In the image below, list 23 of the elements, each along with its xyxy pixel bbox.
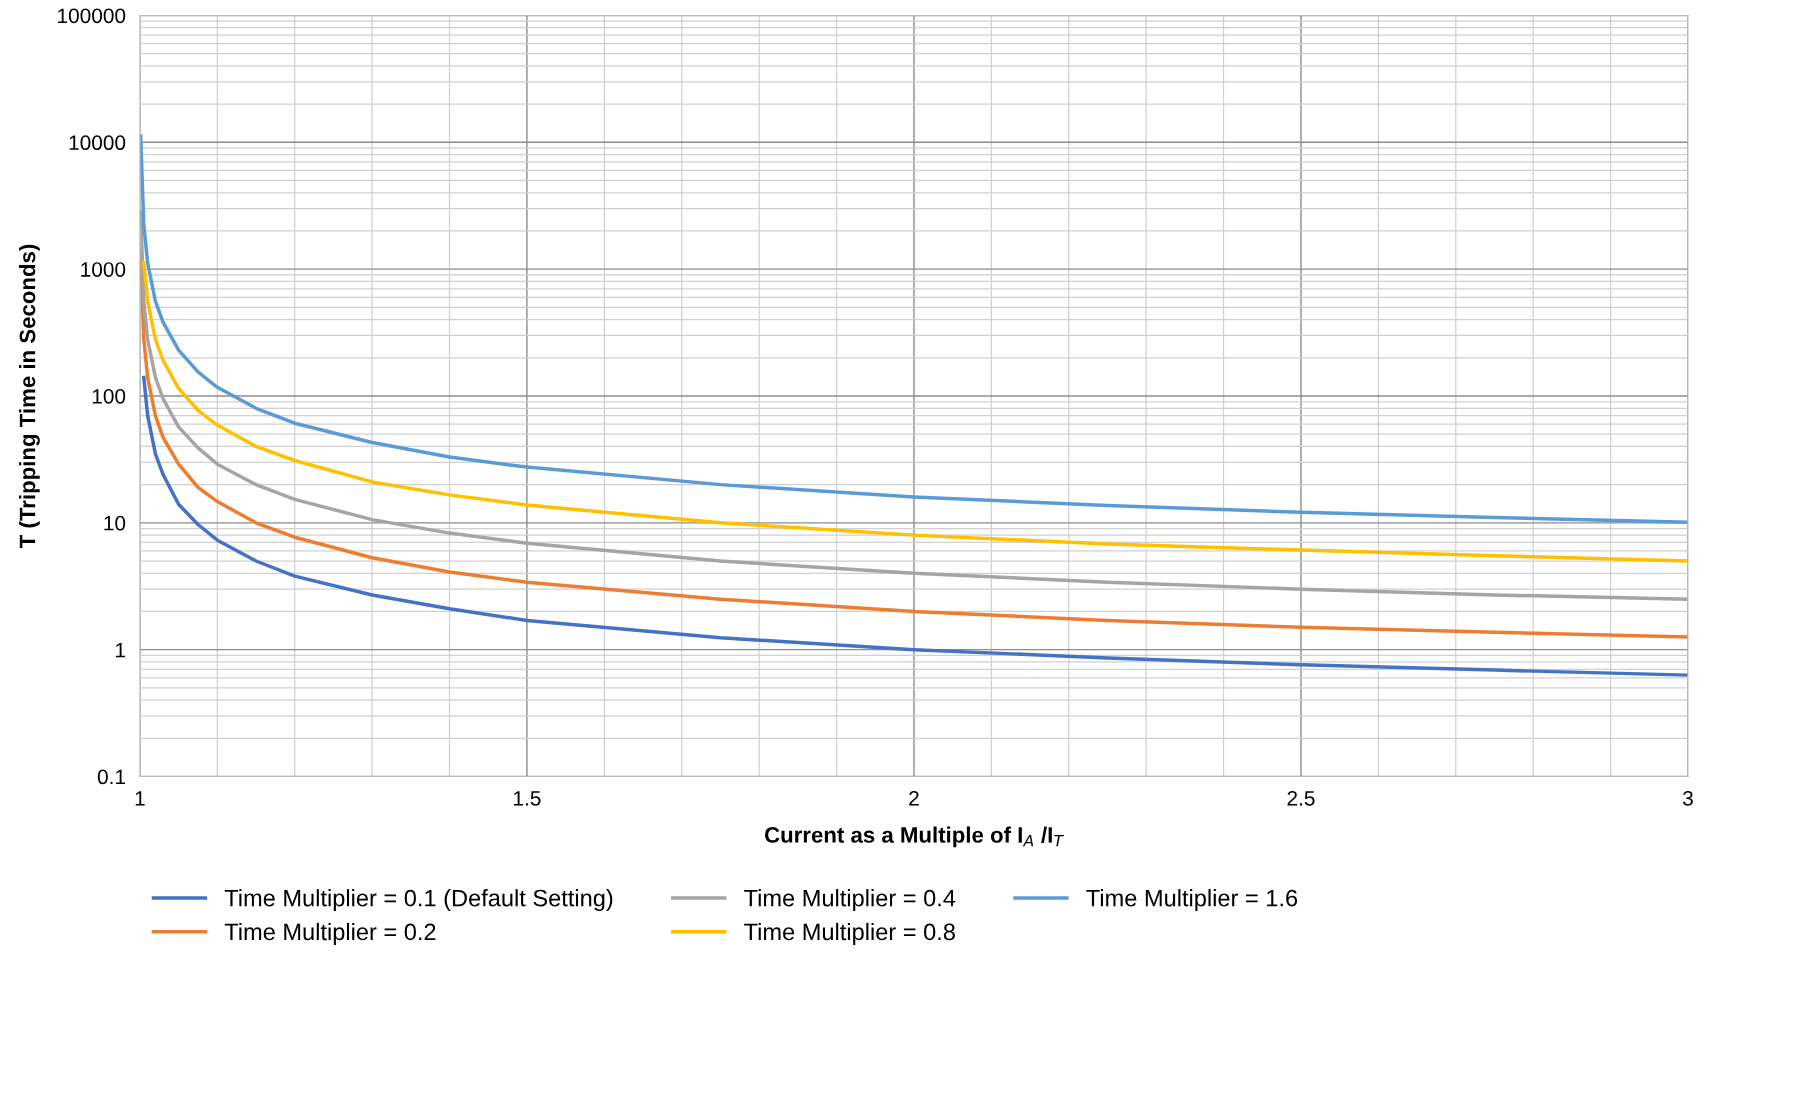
line-series bbox=[142, 261, 1688, 563]
line-series bbox=[139, 134, 1688, 525]
x-tick-label: 2 bbox=[909, 790, 919, 806]
legend-label: Time Multiplier = 0.8 bbox=[744, 922, 955, 945]
x-axis-title: Current as a Multiple of I$_{A}$ /I$_{T}$ bbox=[764, 826, 1065, 848]
y-tick-label: 1 bbox=[116, 642, 125, 658]
x-tick-label: 3 bbox=[1682, 790, 1693, 806]
y-tick-label: 100 bbox=[92, 388, 126, 404]
line-series bbox=[139, 210, 1688, 601]
x-tick-label: 2.5 bbox=[1287, 790, 1315, 806]
x-tick-label: 1 bbox=[135, 791, 145, 806]
legend-label: Time Multiplier = 1.6 bbox=[1086, 889, 1298, 912]
line-series bbox=[142, 375, 1688, 677]
legend-label: Time Multiplier = 0.1 (Default Setting) bbox=[224, 889, 613, 912]
y-tick-label: 10 bbox=[104, 515, 126, 531]
y-axis-title: T (Tripping Time in Seconds) bbox=[19, 244, 40, 548]
x-tick-label: 1.5 bbox=[514, 791, 541, 806]
y-tick-label: 0.1 bbox=[97, 769, 126, 785]
y-tick-label: 10000 bbox=[69, 135, 126, 151]
legend-label: Time Multiplier = 0.2 bbox=[224, 922, 436, 945]
y-tick-label: 100000 bbox=[58, 8, 126, 24]
y-tick-label: 1000 bbox=[81, 262, 126, 277]
legend-label: Time Multiplier = 0.4 bbox=[744, 889, 956, 912]
